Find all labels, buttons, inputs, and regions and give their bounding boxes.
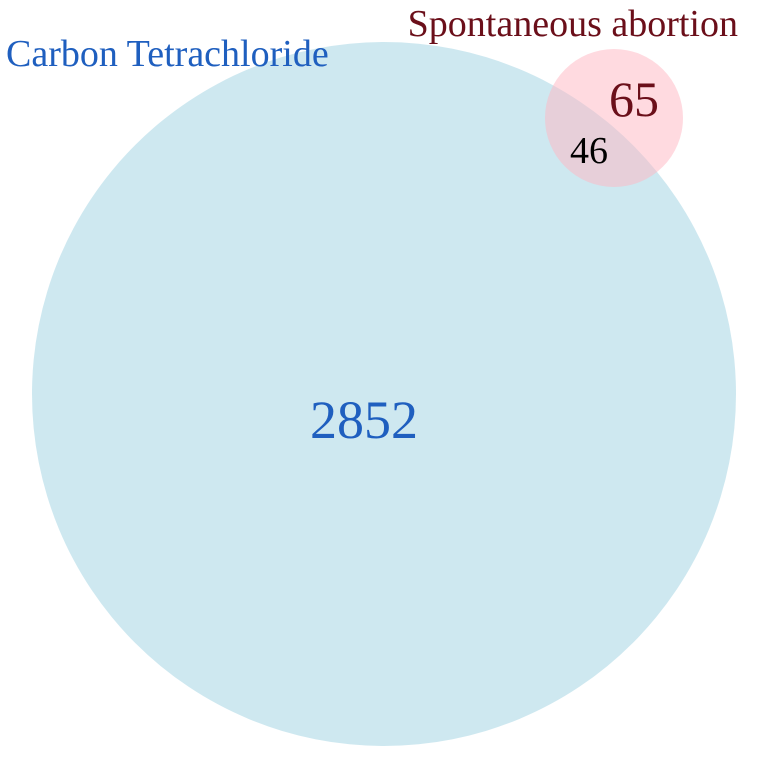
intersection-count: 46 xyxy=(570,130,608,172)
carbon-tetrachloride-label: Carbon Tetrachloride xyxy=(6,33,329,75)
carbon-tetrachloride-only-count: 2852 xyxy=(310,390,418,450)
spontaneous-abortion-only-count: 65 xyxy=(609,71,659,127)
spontaneous-abortion-label: Spontaneous abortion xyxy=(408,3,738,45)
carbon-tetrachloride-circle xyxy=(32,42,736,746)
spontaneous-abortion-circle xyxy=(545,49,683,187)
